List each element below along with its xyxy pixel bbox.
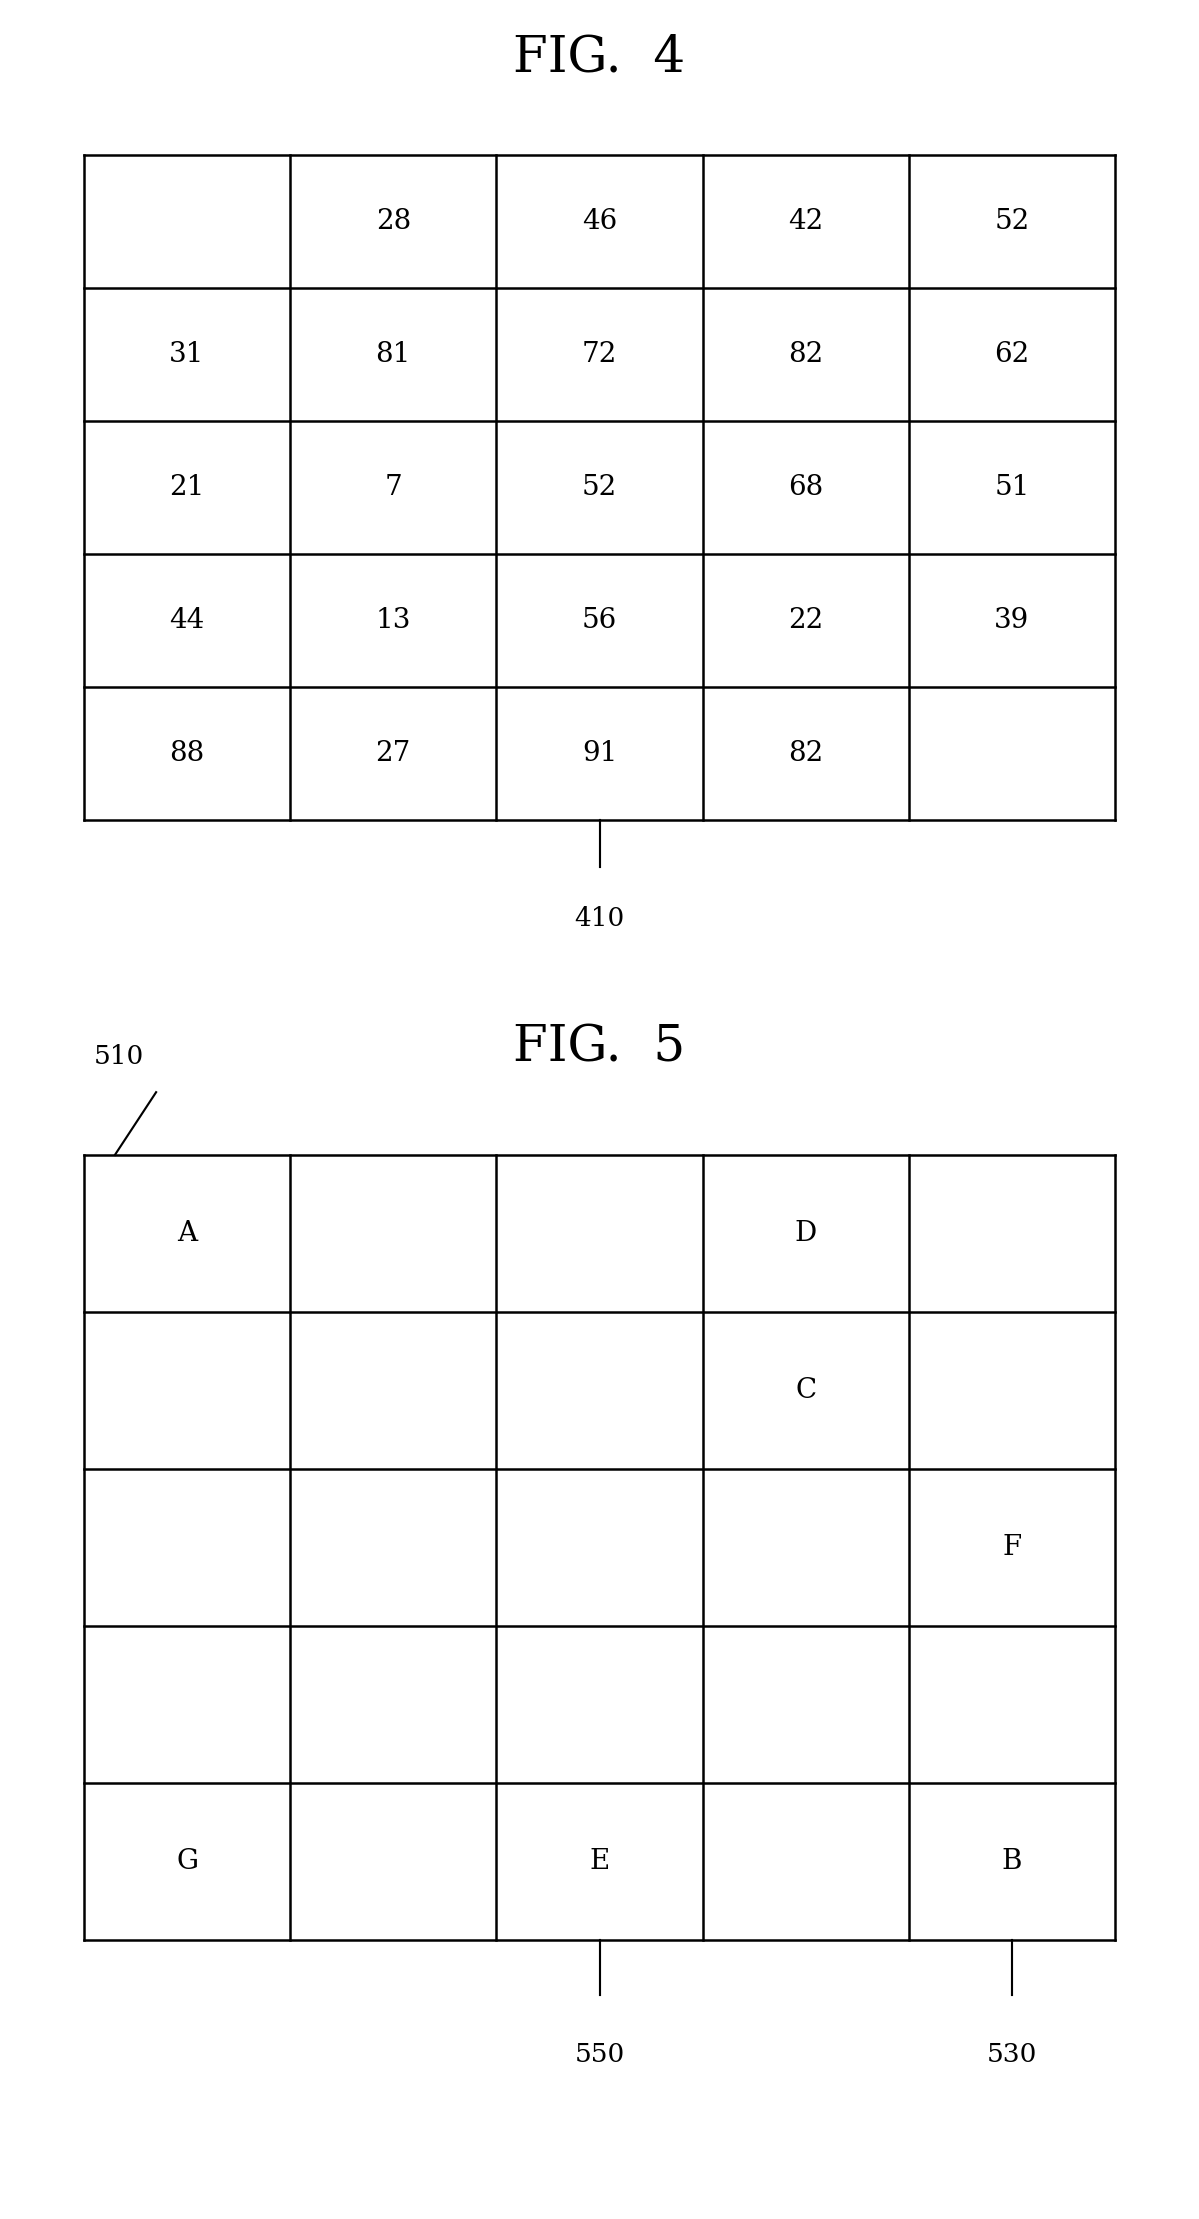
Text: 7: 7 [385,475,402,501]
Text: 52: 52 [994,209,1030,235]
Text: 56: 56 [582,608,617,635]
Text: 27: 27 [375,739,411,768]
Text: 88: 88 [169,739,205,768]
Text: 410: 410 [574,905,625,932]
Text: 13: 13 [375,608,411,635]
Text: 82: 82 [788,739,824,768]
Text: B: B [1001,1848,1023,1875]
Text: 530: 530 [987,2041,1037,2068]
Text: 51: 51 [994,475,1030,501]
Text: 510: 510 [95,1043,145,1070]
Text: 44: 44 [169,608,205,635]
Text: FIG.  4: FIG. 4 [513,33,686,82]
Text: 550: 550 [574,2041,625,2068]
Text: FIG.  5: FIG. 5 [513,1023,686,1072]
Text: 39: 39 [994,608,1030,635]
Text: A: A [177,1220,197,1247]
Text: 22: 22 [788,608,824,635]
Text: 21: 21 [169,475,205,501]
Text: 81: 81 [375,342,411,368]
Text: C: C [795,1378,817,1405]
Text: 91: 91 [582,739,617,768]
Text: 62: 62 [994,342,1030,368]
Text: G: G [176,1848,198,1875]
Text: 72: 72 [582,342,617,368]
Text: F: F [1002,1533,1022,1560]
Text: 46: 46 [582,209,617,235]
Text: 52: 52 [582,475,617,501]
Text: D: D [795,1220,817,1247]
Text: 31: 31 [169,342,205,368]
Text: 82: 82 [788,342,824,368]
Text: 68: 68 [788,475,824,501]
Text: E: E [590,1848,609,1875]
Text: 42: 42 [788,209,824,235]
Text: 28: 28 [375,209,411,235]
